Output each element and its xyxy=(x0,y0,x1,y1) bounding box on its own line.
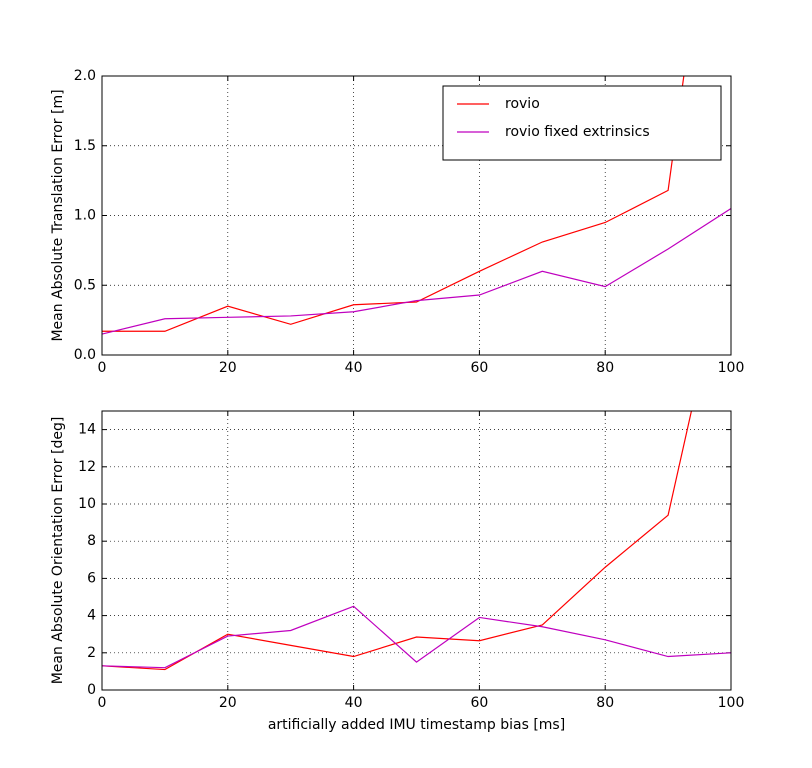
x-tick-label: 40 xyxy=(345,695,363,711)
y-tick-label: 0.5 xyxy=(74,277,96,293)
series-line xyxy=(102,605,731,669)
y-tick-label: 1.5 xyxy=(74,138,96,154)
x-tick-label: 40 xyxy=(345,360,363,376)
x-tick-label: 80 xyxy=(596,695,614,711)
x-tick-label: 60 xyxy=(470,695,488,711)
y-tick-label: 14 xyxy=(78,422,96,438)
x-tick-label: 100 xyxy=(718,695,745,711)
x-tick-label: 20 xyxy=(219,695,237,711)
y-tick-label: 12 xyxy=(78,459,96,475)
x-tick-label: 80 xyxy=(596,360,614,376)
y-tick-label: 10 xyxy=(78,496,96,512)
y-tick-label: 0.0 xyxy=(74,347,96,363)
x-axis-label: artificially added IMU timestamp bias [m… xyxy=(268,717,565,733)
x-tick-label: 60 xyxy=(470,360,488,376)
plot-frame xyxy=(101,410,732,691)
plot-frame xyxy=(101,75,732,356)
y-tick-label: 4 xyxy=(87,608,96,624)
y-tick-label: 0 xyxy=(87,682,96,698)
y-axis-label: Mean Absolute Orientation Error [deg] xyxy=(50,417,66,685)
y-tick-label: 6 xyxy=(87,570,96,586)
y-tick-label: 2.0 xyxy=(74,68,96,84)
series-line xyxy=(102,208,731,335)
y-tick-label: 2 xyxy=(87,645,96,661)
x-tick-label: 0 xyxy=(98,360,107,376)
legend-label: rovio xyxy=(505,96,540,112)
legend-box xyxy=(442,85,722,161)
x-tick-label: 100 xyxy=(718,360,745,376)
y-axis-label: Mean Absolute Translation Error [m] xyxy=(50,89,66,341)
x-tick-label: 20 xyxy=(219,360,237,376)
y-tick-label: 8 xyxy=(87,533,96,549)
y-tick-label: 1.0 xyxy=(74,208,96,224)
legend-label: rovio fixed extrinsics xyxy=(505,124,650,140)
x-tick-label: 0 xyxy=(98,695,107,711)
series-line xyxy=(102,76,685,332)
